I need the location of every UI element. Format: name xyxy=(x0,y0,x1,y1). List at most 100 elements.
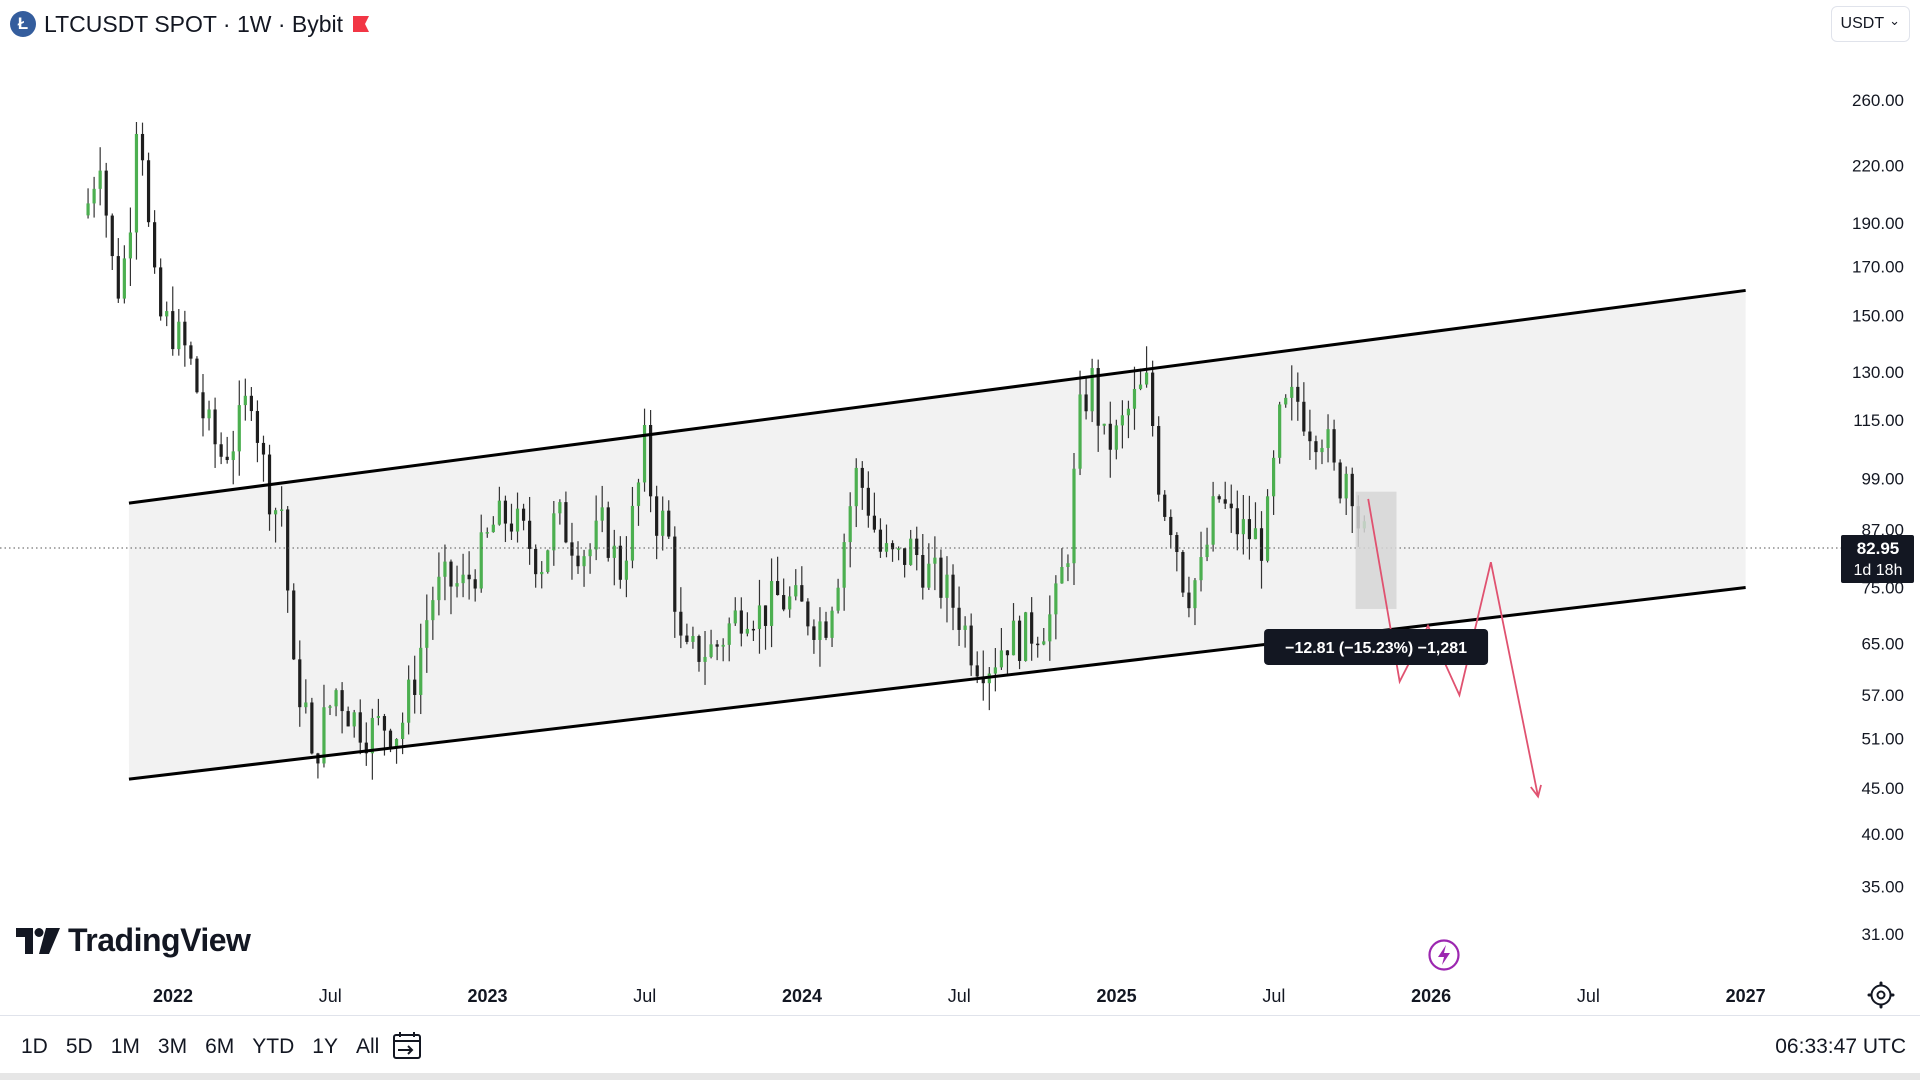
candle xyxy=(673,526,677,638)
candle-body xyxy=(733,610,737,624)
candle-body xyxy=(788,596,792,610)
candle xyxy=(1187,576,1191,618)
candle xyxy=(1138,368,1143,391)
candle xyxy=(921,534,925,600)
candle xyxy=(999,628,1004,670)
candle-body xyxy=(927,563,931,588)
price-chart[interactable]: −12.81 (−15.23%) −1,281 260.00 220.00 190.0… xyxy=(0,0,1920,1015)
candle xyxy=(806,598,810,636)
candle xyxy=(854,458,858,528)
candle xyxy=(1175,532,1179,572)
candle-body xyxy=(878,529,883,552)
candle xyxy=(425,594,429,673)
candle-body xyxy=(1102,423,1106,426)
range-button-1y[interactable]: 1Y xyxy=(312,1035,338,1058)
settings-gear-icon[interactable] xyxy=(1866,980,1896,1010)
candle xyxy=(600,485,604,533)
candle xyxy=(1030,597,1034,661)
candle xyxy=(479,514,483,593)
range-button-5d[interactable]: 5D xyxy=(65,1035,93,1058)
candle-body xyxy=(1259,528,1264,561)
y-tick-label: 99.00 xyxy=(1861,470,1904,489)
candle xyxy=(528,496,532,565)
candle xyxy=(642,408,647,492)
candle xyxy=(1235,490,1239,551)
candle-body xyxy=(1042,641,1046,645)
range-button-1d[interactable]: 1D xyxy=(21,1035,48,1058)
footer-strip xyxy=(0,1073,1920,1080)
candle-body xyxy=(1060,566,1064,584)
x-tick-label: 2024 xyxy=(782,986,822,1006)
candle xyxy=(352,709,356,738)
bottom-toolbar: 1D 5D 1M 3M 6M YTD 1Y All 06:33:47 UTC xyxy=(0,1015,1920,1074)
tradingview-logo[interactable]: TradingView xyxy=(16,922,251,959)
candle xyxy=(310,697,314,755)
range-button-1m[interactable]: 1M xyxy=(110,1035,140,1058)
candle-body xyxy=(667,510,671,537)
candle xyxy=(1005,650,1010,677)
candle xyxy=(292,583,296,661)
candle-body xyxy=(1235,508,1239,535)
candle xyxy=(703,630,707,685)
candle xyxy=(661,496,665,551)
y-tick-label: 190.00 xyxy=(1852,214,1904,233)
candle xyxy=(927,543,931,590)
candle-body xyxy=(1017,620,1022,661)
measure-label-text: −12.81 (−15.23%) −1,281 xyxy=(1285,640,1467,657)
candle-body xyxy=(830,610,834,638)
candle xyxy=(225,436,229,464)
candle xyxy=(890,540,895,562)
symbol-title-bar[interactable]: Ł LTCUSDT SPOT · 1W · Bybit xyxy=(10,8,371,40)
candle xyxy=(534,544,538,588)
candle-body xyxy=(1247,519,1252,540)
candle xyxy=(128,207,133,286)
range-button-3m[interactable]: 3M xyxy=(157,1035,188,1058)
candle xyxy=(618,536,622,589)
candle xyxy=(1332,419,1336,471)
candle xyxy=(261,435,266,482)
candle xyxy=(951,564,955,631)
candle xyxy=(503,495,508,543)
candle-body xyxy=(503,500,508,524)
candle xyxy=(1163,490,1167,522)
candle-body xyxy=(376,716,381,718)
candle-body xyxy=(292,590,296,660)
symbol-title[interactable]: LTCUSDT SPOT · 1W · Bybit xyxy=(44,10,344,37)
measure-box xyxy=(1355,491,1397,609)
candle xyxy=(540,561,544,589)
currency-selector[interactable]: USDT ⌄ xyxy=(1830,6,1910,42)
candle xyxy=(624,536,628,598)
candle-body xyxy=(1284,397,1288,405)
candle xyxy=(763,605,768,650)
calendar-goto-icon[interactable] xyxy=(390,1030,424,1062)
measure-label-bg xyxy=(1264,628,1489,665)
candle-body xyxy=(1314,441,1318,453)
candle-body xyxy=(407,679,411,723)
y-tick-label: 75.00 xyxy=(1861,578,1904,597)
candle xyxy=(878,518,883,558)
range-button-6m[interactable]: 6M xyxy=(205,1035,235,1058)
range-button-all[interactable]: All xyxy=(355,1035,380,1058)
candle-body xyxy=(909,538,913,565)
candle-body xyxy=(219,444,223,457)
candle xyxy=(346,706,350,727)
flag-icon[interactable] xyxy=(351,15,371,33)
candle-body xyxy=(709,644,713,657)
candle-body xyxy=(334,690,338,707)
candle xyxy=(1054,575,1058,640)
candle-body xyxy=(848,506,852,543)
candle-body xyxy=(110,215,114,257)
candle xyxy=(1320,439,1324,465)
range-button-ytd[interactable]: YTD xyxy=(252,1035,295,1058)
candle-body xyxy=(340,690,344,712)
candle-body xyxy=(715,644,719,647)
bolt-icon[interactable] xyxy=(1427,938,1461,972)
candle-body xyxy=(915,538,919,556)
candle-body xyxy=(884,543,889,552)
candle xyxy=(467,551,471,600)
candle-body xyxy=(588,549,592,557)
utc-clock[interactable]: 06:33:47 UTC xyxy=(1775,1035,1906,1058)
candle-body xyxy=(98,170,102,189)
candle xyxy=(794,569,798,601)
candle xyxy=(1193,578,1197,626)
